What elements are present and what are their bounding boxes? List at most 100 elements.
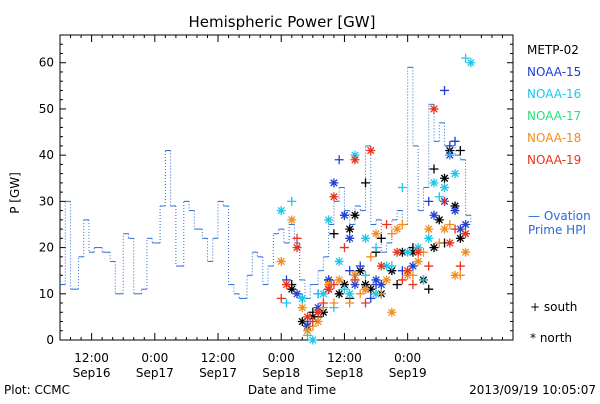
north-marker [424,224,434,234]
south-marker [445,219,455,229]
north-marker [387,307,397,317]
x-tick-date-label: Sep19 [389,366,427,380]
south-marker [418,275,428,285]
north-marker [292,243,302,253]
y-tick-label: 20 [39,241,54,255]
north-marker [455,224,465,234]
north-marker [334,289,344,299]
south-marker [440,85,450,95]
y-tick-label: 40 [39,148,54,162]
north-marker [297,293,307,303]
north-marker [376,261,386,271]
x-tick-time-label: 12:00 [201,351,236,365]
north-marker [308,312,318,322]
south-marker [392,280,402,290]
north-marker [403,266,413,276]
north-marker [292,289,302,299]
legend-entry: METP-02 [527,43,579,57]
south-marker [361,298,371,308]
legend-entry: NOAA-19 [527,153,581,167]
north-marker [397,247,407,257]
north-marker [324,275,334,285]
north-marker [329,192,339,202]
north-marker [461,219,471,229]
north-marker [382,275,392,285]
north-marker [403,247,413,257]
north-marker [445,238,455,248]
north-marker [371,229,381,239]
north-marker [382,261,392,271]
north-marker [408,261,418,271]
north-marker-legend: * north [530,331,572,345]
south-marker [345,266,355,276]
north-marker [345,233,355,243]
north-marker [297,303,307,313]
south-marker [450,136,460,146]
north-marker [303,321,313,331]
north-marker [366,284,376,294]
south-marker [355,261,365,271]
legend-entry: NOAA-16 [527,87,581,101]
x-tick-date-label: Sep18 [325,366,363,380]
north-marker [303,312,313,322]
south-marker [339,284,349,294]
north-marker [413,247,423,257]
north-marker [461,247,471,257]
legend-entry: NOAA-17 [527,109,581,123]
north-marker [461,229,471,239]
y-tick-label: 0 [46,333,54,347]
plot-frame [59,34,514,341]
north-marker [403,270,413,280]
north-marker [308,335,318,345]
north-marker [387,266,397,276]
north-marker [455,233,465,243]
north-marker [276,206,286,216]
south-marker [397,219,407,229]
north-marker [350,150,360,160]
north-marker [466,58,476,68]
north-marker [450,201,460,211]
south-marker [366,252,376,262]
north-marker [413,256,423,266]
south-marker [445,141,455,151]
footer-credit: Plot: CCMC [4,383,70,397]
north-marker [313,317,323,327]
north-marker [276,256,286,266]
south-marker [397,183,407,192]
north-marker [339,210,349,220]
south-marker [366,293,376,303]
ovation-legend-label: — Ovation [528,209,591,223]
south-marker [282,298,291,308]
south-marker [287,196,297,206]
y-tick-label: 50 [39,102,54,116]
south-marker [424,196,434,206]
north-marker [355,266,365,276]
south-marker [308,317,318,327]
south-marker [424,284,434,294]
north-marker [440,173,450,183]
north-marker [371,289,381,299]
south-marker-legend: + south [530,300,577,314]
south-marker [355,289,365,299]
south-marker [345,298,355,308]
y-tick-label: 60 [39,56,54,70]
legend-entry: NOAA-15 [527,65,581,79]
north-marker [350,210,360,220]
north-marker [318,307,328,317]
north-marker [334,256,344,266]
south-marker [371,243,381,253]
south-marker [434,238,444,248]
north-marker [334,275,344,285]
north-marker [313,307,323,317]
chart-title: Hemispheric Power [GW] [189,13,376,31]
north-marker [324,280,334,290]
south-marker [434,192,444,202]
south-marker [376,289,386,299]
north-marker [413,243,423,253]
north-marker [376,280,386,290]
north-marker [371,275,381,285]
south-marker [387,229,397,239]
north-marker [434,215,444,225]
north-marker [408,247,418,257]
north-marker [429,104,439,114]
